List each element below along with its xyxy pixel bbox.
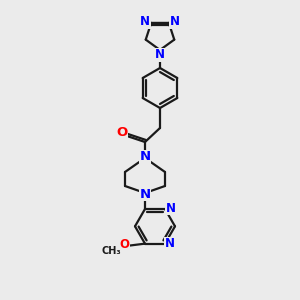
- Text: N: N: [140, 188, 151, 200]
- Text: N: N: [166, 202, 176, 214]
- Text: N: N: [170, 15, 180, 28]
- Text: N: N: [155, 49, 165, 62]
- Text: CH₃: CH₃: [101, 246, 121, 256]
- Text: N: N: [140, 15, 150, 28]
- Text: N: N: [140, 151, 151, 164]
- Text: N: N: [165, 237, 175, 250]
- Text: O: O: [119, 238, 129, 251]
- Text: O: O: [116, 127, 128, 140]
